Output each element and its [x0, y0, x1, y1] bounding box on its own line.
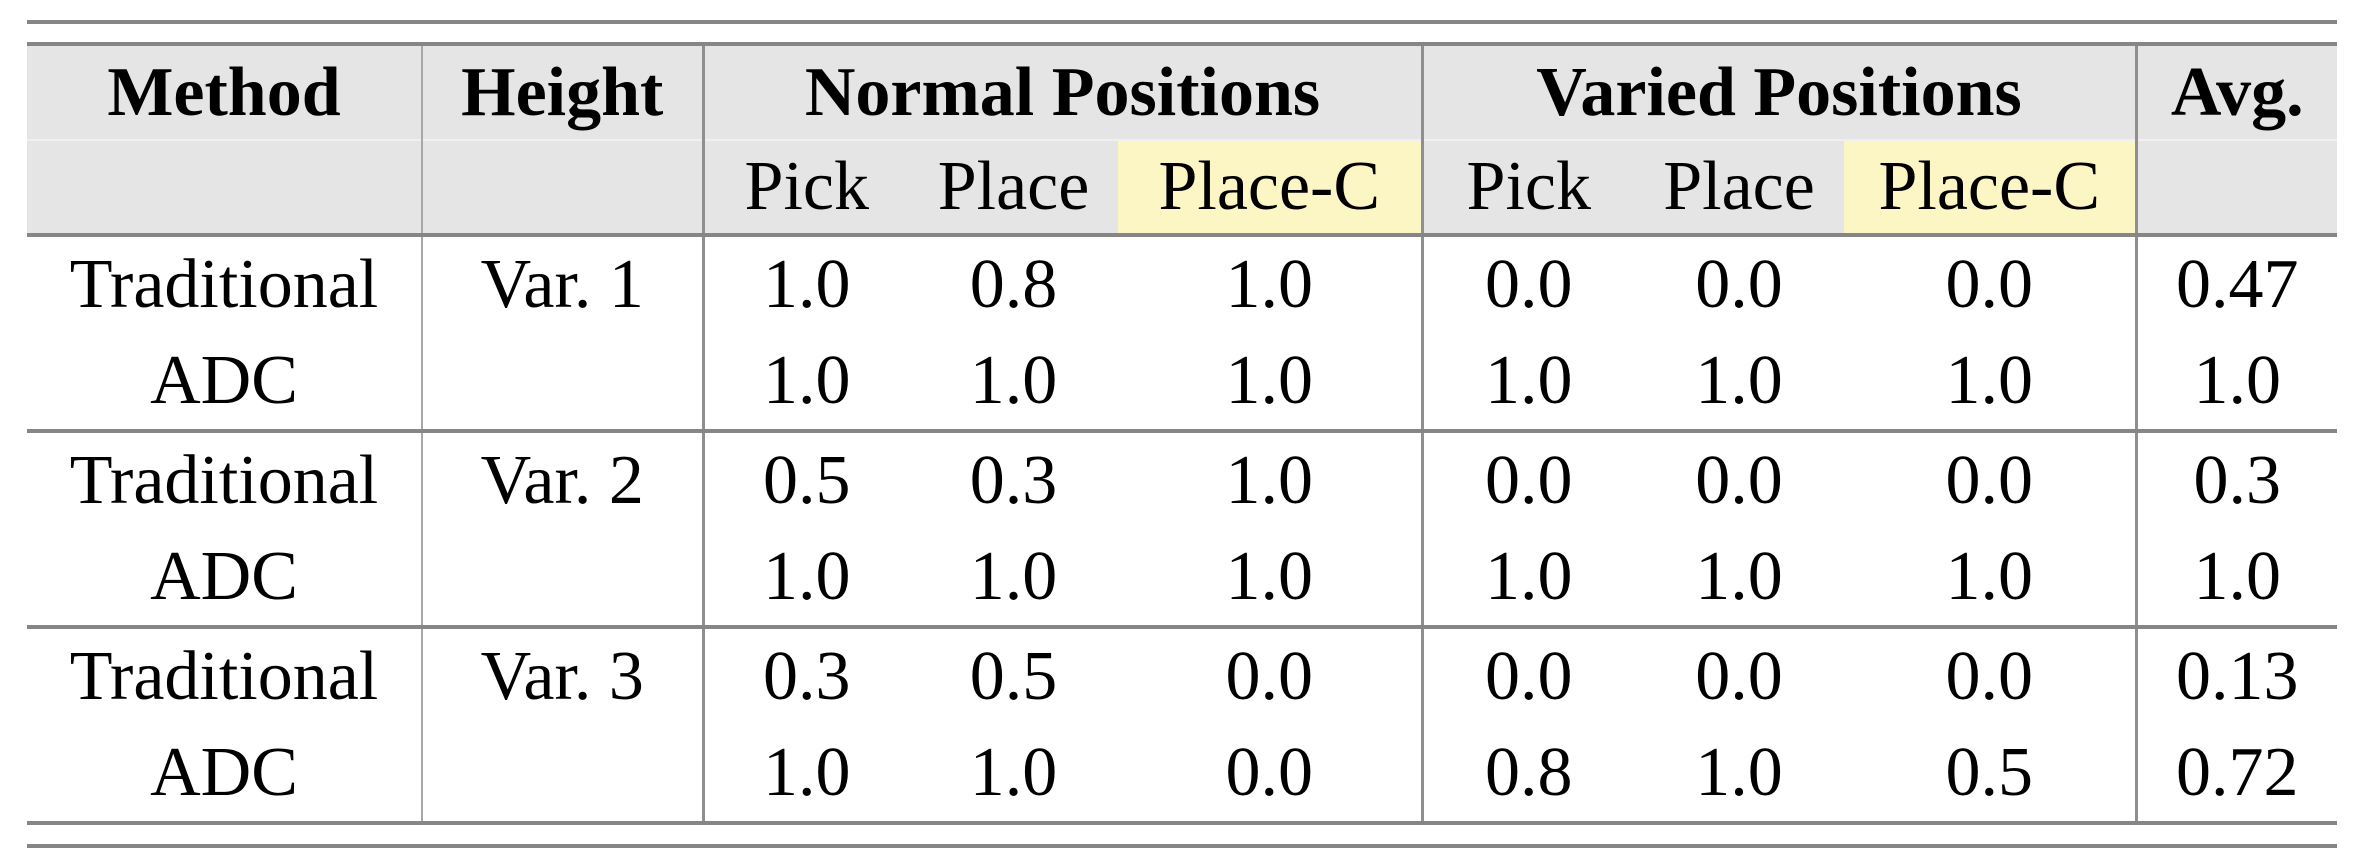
header-row-groups: Method Height Normal Positions Varied Po… [27, 46, 2338, 140]
cell-varied-pick: 0.0 [1420, 627, 1635, 725]
cell-varied-place-c: 1.0 [1844, 333, 2137, 431]
cell-varied-pick: 0.8 [1420, 725, 1635, 823]
header-avg: Avg. [2134, 46, 2338, 140]
cell-varied-place: 1.0 [1634, 725, 1845, 823]
bottom-rule-outer [27, 844, 2337, 848]
cell-varied-pick: 0.0 [1420, 235, 1635, 333]
table-row-traditional-var2: Traditional Var. 2 0.5 0.3 1.0 0.0 0.0 0… [27, 431, 2338, 529]
top-rule-outer [27, 20, 2337, 24]
cell-method: ADC [27, 725, 422, 823]
cell-varied-place-c: 0.0 [1844, 627, 2137, 725]
cell-height [421, 725, 703, 823]
cell-varied-place-c: 0.0 [1844, 431, 2137, 529]
table-row-adc-var3: ADC 1.0 1.0 0.0 0.8 1.0 0.5 0.72 [27, 725, 2338, 823]
cell-normal-pick: 1.0 [701, 333, 909, 431]
cell-varied-place: 1.0 [1634, 333, 1845, 431]
table-row-traditional-var3: Traditional Var. 3 0.3 0.5 0.0 0.0 0.0 0… [27, 627, 2338, 725]
header-normal-positions: Normal Positions [701, 46, 1423, 140]
cell-method: Traditional [27, 431, 422, 529]
cell-method: ADC [27, 333, 422, 431]
cell-varied-pick: 1.0 [1420, 333, 1635, 431]
table-row-traditional-var1: Traditional Var. 1 1.0 0.8 1.0 0.0 0.0 0… [27, 235, 2338, 333]
cell-normal-place-c: 1.0 [1118, 431, 1423, 529]
cell-normal-place: 0.5 [909, 627, 1118, 725]
cell-avg: 1.0 [2134, 333, 2338, 431]
cell-normal-place: 0.3 [909, 431, 1118, 529]
cell-varied-place-c: 0.0 [1844, 235, 2137, 333]
header-varied-positions: Varied Positions [1420, 46, 2137, 140]
cell-method: ADC [27, 529, 422, 627]
cell-normal-place: 1.0 [909, 725, 1118, 823]
subheader-varied-place: Place [1634, 139, 1845, 235]
cell-normal-pick: 1.0 [701, 725, 909, 823]
cell-avg: 0.3 [2134, 431, 2338, 529]
cell-varied-place-c: 0.5 [1844, 725, 2137, 823]
cell-varied-place: 0.0 [1634, 235, 1845, 333]
cell-varied-place: 1.0 [1634, 529, 1845, 627]
cell-avg: 0.13 [2134, 627, 2338, 725]
cell-height: Var. 2 [421, 431, 703, 529]
subheader-method-empty [27, 139, 422, 235]
cell-avg: 1.0 [2134, 529, 2338, 627]
results-table: Method Height Normal Positions Varied Po… [27, 46, 2338, 825]
cell-varied-place: 0.0 [1634, 431, 1845, 529]
subheader-avg-empty [2134, 139, 2338, 235]
cell-height: Var. 1 [421, 235, 703, 333]
subheader-normal-place: Place [909, 139, 1118, 235]
cell-normal-place: 1.0 [909, 529, 1118, 627]
cell-height [421, 333, 703, 431]
subheader-normal-pick: Pick [701, 139, 909, 235]
cell-avg: 0.47 [2134, 235, 2338, 333]
cell-normal-place-c: 0.0 [1118, 725, 1423, 823]
cell-height: Var. 3 [421, 627, 703, 725]
header-method: Method [27, 46, 422, 140]
cell-normal-place-c: 1.0 [1118, 235, 1423, 333]
cell-normal-place: 1.0 [909, 333, 1118, 431]
header-row-subcolumns: Pick Place Place-C Pick Place Place-C [27, 139, 2338, 235]
cell-normal-pick: 0.5 [701, 431, 909, 529]
cell-varied-pick: 1.0 [1420, 529, 1635, 627]
subheader-varied-place-c: Place-C [1844, 139, 2137, 235]
subheader-height-empty [421, 139, 703, 235]
cell-method: Traditional [27, 235, 422, 333]
cell-normal-pick: 1.0 [701, 529, 909, 627]
cell-height [421, 529, 703, 627]
cell-varied-pick: 0.0 [1420, 431, 1635, 529]
table-row-adc-var1: ADC 1.0 1.0 1.0 1.0 1.0 1.0 1.0 [27, 333, 2338, 431]
cell-normal-pick: 1.0 [701, 235, 909, 333]
cell-normal-place-c: 0.0 [1118, 627, 1423, 725]
header-height: Height [421, 46, 703, 140]
cell-method: Traditional [27, 627, 422, 725]
top-rule-inner [27, 42, 2337, 46]
cell-avg: 0.72 [2134, 725, 2338, 823]
cell-varied-place: 0.0 [1634, 627, 1845, 725]
cell-normal-place-c: 1.0 [1118, 333, 1423, 431]
cell-normal-place: 0.8 [909, 235, 1118, 333]
subheader-varied-pick: Pick [1420, 139, 1635, 235]
table-row-adc-var2: ADC 1.0 1.0 1.0 1.0 1.0 1.0 1.0 [27, 529, 2338, 627]
cell-varied-place-c: 1.0 [1844, 529, 2137, 627]
cell-normal-pick: 0.3 [701, 627, 909, 725]
cell-normal-place-c: 1.0 [1118, 529, 1423, 627]
subheader-normal-place-c: Place-C [1118, 139, 1423, 235]
